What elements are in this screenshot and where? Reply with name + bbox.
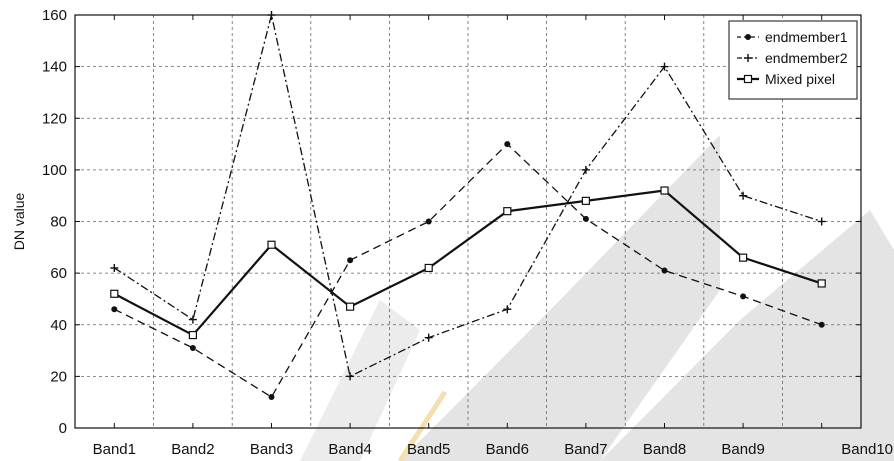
data-point: [660, 186, 669, 195]
data-point: [425, 218, 432, 225]
data-point: [189, 344, 196, 351]
x-tick-label: Band10: [841, 441, 893, 458]
data-point: [744, 54, 752, 62]
data-point: [111, 306, 118, 313]
x-tick-label: Band6: [486, 441, 529, 458]
y-tick-label: 100: [42, 162, 67, 179]
data-point: [745, 34, 751, 40]
data-point: [503, 207, 512, 216]
x-tick-label: Band9: [721, 441, 764, 458]
data-point: [110, 289, 119, 298]
data-point: [504, 141, 511, 148]
data-point: [188, 330, 197, 340]
data-point: [740, 293, 747, 300]
legend-label: Mixed pixel: [765, 71, 835, 87]
data-point: [188, 315, 197, 324]
y-tick-label: 80: [50, 214, 67, 231]
y-tick-label: 160: [42, 7, 67, 24]
watermark-shape: [300, 300, 420, 461]
x-tick-label: Band2: [171, 441, 214, 458]
legend-label: endmember2: [765, 50, 848, 66]
legend: endmember1 endmember2 Mixed pixel: [728, 20, 858, 100]
data-point: [267, 11, 276, 19]
legend-item: endmember1: [737, 29, 848, 45]
y-tick-label: 120: [42, 110, 67, 127]
data-point: [582, 215, 589, 222]
y-tick-label: 20: [50, 368, 67, 385]
data-point: [661, 267, 668, 274]
y-tick-label: 40: [50, 317, 67, 334]
data-point: [424, 263, 433, 273]
data-point: [818, 321, 825, 328]
data-point: [581, 196, 591, 205]
series-3: [110, 186, 826, 340]
series-2: [110, 11, 826, 381]
series-line: [114, 143, 822, 398]
x-tick-label: Band7: [564, 441, 607, 458]
data-point: [660, 62, 669, 71]
x-tick-label: Band1: [93, 441, 136, 458]
y-axis-title: DN value: [11, 193, 27, 251]
data-point: [743, 74, 753, 84]
x-tick-label: Band5: [407, 441, 450, 458]
data-point: [817, 279, 826, 288]
watermark-shape: [400, 135, 720, 461]
data-point: [347, 257, 354, 264]
data-point: [268, 394, 275, 401]
y-tick-label: 0: [59, 420, 67, 437]
x-tick-label: Band3: [250, 441, 293, 458]
legend-box: [728, 20, 858, 100]
data-point: [817, 217, 826, 226]
data-point: [581, 165, 590, 174]
grid-lines: [75, 15, 861, 428]
series-layer: [110, 11, 826, 401]
data-point: [503, 305, 512, 314]
y-tick-label: 140: [42, 59, 67, 76]
data-point: [346, 302, 355, 311]
data-point: [738, 253, 748, 262]
series-line: [113, 14, 822, 378]
y-axis: 0 20 40 60 80 100 120 140 160: [42, 7, 861, 437]
legend-item: Mixed pixel: [737, 71, 835, 87]
x-tick-label: Band8: [643, 441, 686, 458]
legend-label: endmember1: [765, 29, 848, 45]
watermark-stroke: [397, 390, 448, 461]
x-axis: Band1 Band2 Band3 Band4 Band5 Band6 Band7 Band8…: [93, 15, 893, 458]
data-point: [424, 333, 433, 342]
y-tick-label: 60: [50, 265, 67, 282]
data-point: [346, 372, 355, 381]
x-tick-label: Band4: [328, 441, 371, 458]
series-1: [111, 141, 825, 401]
data-point: [267, 240, 276, 249]
data-point: [739, 191, 748, 200]
data-point: [110, 263, 119, 272]
series-line: [113, 189, 823, 337]
legend-item: endmember2: [737, 50, 848, 66]
